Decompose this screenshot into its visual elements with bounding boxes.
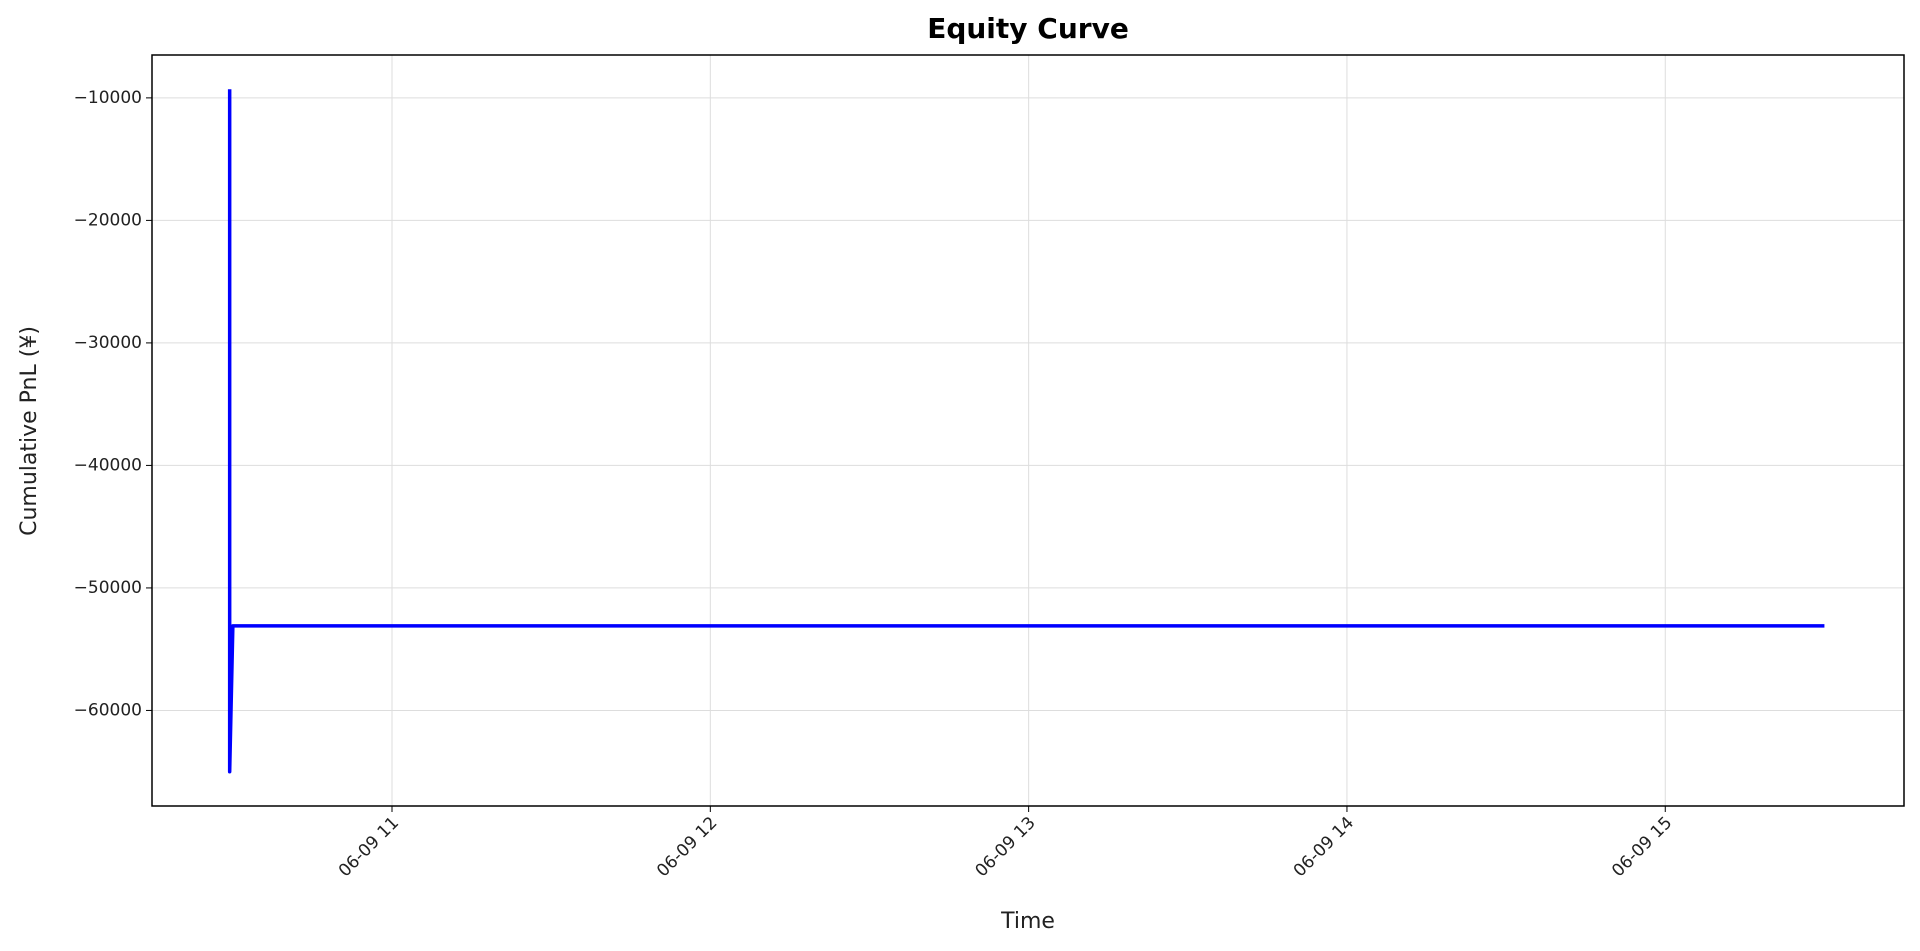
chart-title: Equity Curve: [927, 12, 1129, 45]
y-tick-label: −20000: [74, 210, 142, 230]
x-tick-label: 06-09 11: [335, 813, 403, 881]
y-tick-label: −60000: [74, 700, 142, 720]
y-tick-label: −40000: [74, 455, 142, 475]
y-tick-label: −50000: [74, 578, 142, 598]
plot-frame: [151, 54, 1905, 807]
equity-line: [227, 89, 1825, 774]
y-axis-label: Cumulative PnL (¥): [17, 326, 42, 536]
x-tick-label: 06-09 14: [1290, 813, 1358, 881]
y-tick-label: −10000: [74, 88, 142, 108]
x-tick-label: 06-09 12: [653, 813, 721, 881]
y-tick-label: −30000: [74, 333, 142, 353]
x-tick-label: 06-09 13: [972, 813, 1040, 881]
x-axis-label: Time: [1000, 909, 1055, 934]
x-tick-label: 06-09 15: [1608, 813, 1676, 881]
